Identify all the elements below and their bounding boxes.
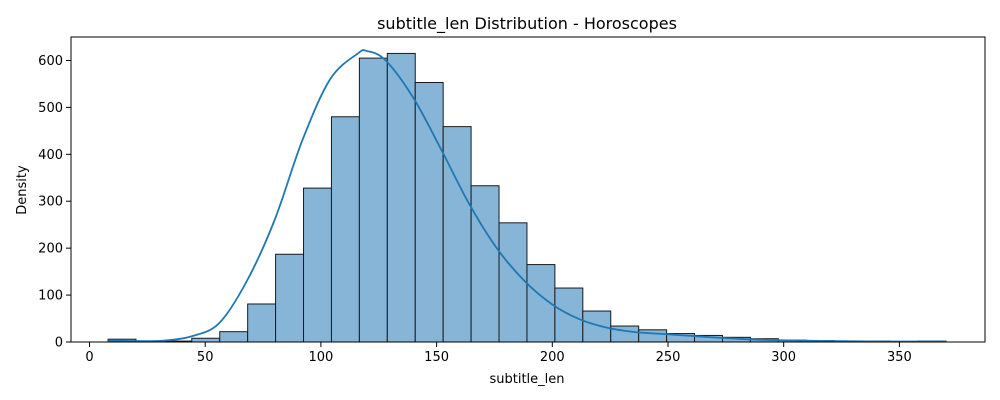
histogram-bar [582, 310, 612, 343]
histogram-bar [275, 253, 305, 343]
x-axis-ticks: 0 50 100 150 200 250 300 350 [85, 342, 912, 365]
histogram-bar [386, 52, 416, 343]
y-tick-label: 600 [38, 54, 63, 69]
y-tick-label: 300 [38, 195, 63, 210]
x-tick-label: 300 [771, 350, 796, 365]
y-tick-label: 400 [38, 148, 63, 163]
histogram-bar [191, 337, 221, 343]
histogram-bar [247, 303, 277, 343]
histogram-bar [219, 331, 249, 343]
y-tick-label: 200 [38, 242, 63, 257]
histogram-bars [107, 52, 947, 343]
histogram-bar [470, 185, 500, 343]
histogram-bar [442, 126, 472, 343]
x-tick-label: 100 [308, 350, 333, 365]
histogram-bar [303, 187, 332, 343]
x-axis-label: subtitle_len [489, 372, 564, 387]
histogram-bar [498, 222, 528, 343]
histogram-bar [414, 82, 444, 343]
x-tick-label: 50 [197, 350, 214, 365]
plot-frame [70, 36, 986, 343]
y-axis-label: Density [15, 165, 30, 215]
chart-title: subtitle_len Distribution - Horoscopes [377, 14, 677, 34]
kde-line [108, 49, 946, 343]
histogram-bar [638, 329, 668, 343]
y-tick-label: 0 [55, 336, 63, 351]
x-tick-label: 200 [540, 350, 565, 365]
x-tick-label: 350 [887, 350, 912, 365]
y-tick-label: 100 [38, 289, 63, 304]
x-tick-label: 250 [656, 350, 681, 365]
histogram-bar [330, 116, 360, 343]
y-tick-label: 500 [38, 101, 63, 116]
y-axis-ticks: 0 100 200 300 400 500 600 [38, 54, 71, 351]
x-tick-label: 0 [85, 350, 93, 365]
x-tick-label: 150 [424, 350, 449, 365]
histogram-bar [358, 57, 388, 343]
